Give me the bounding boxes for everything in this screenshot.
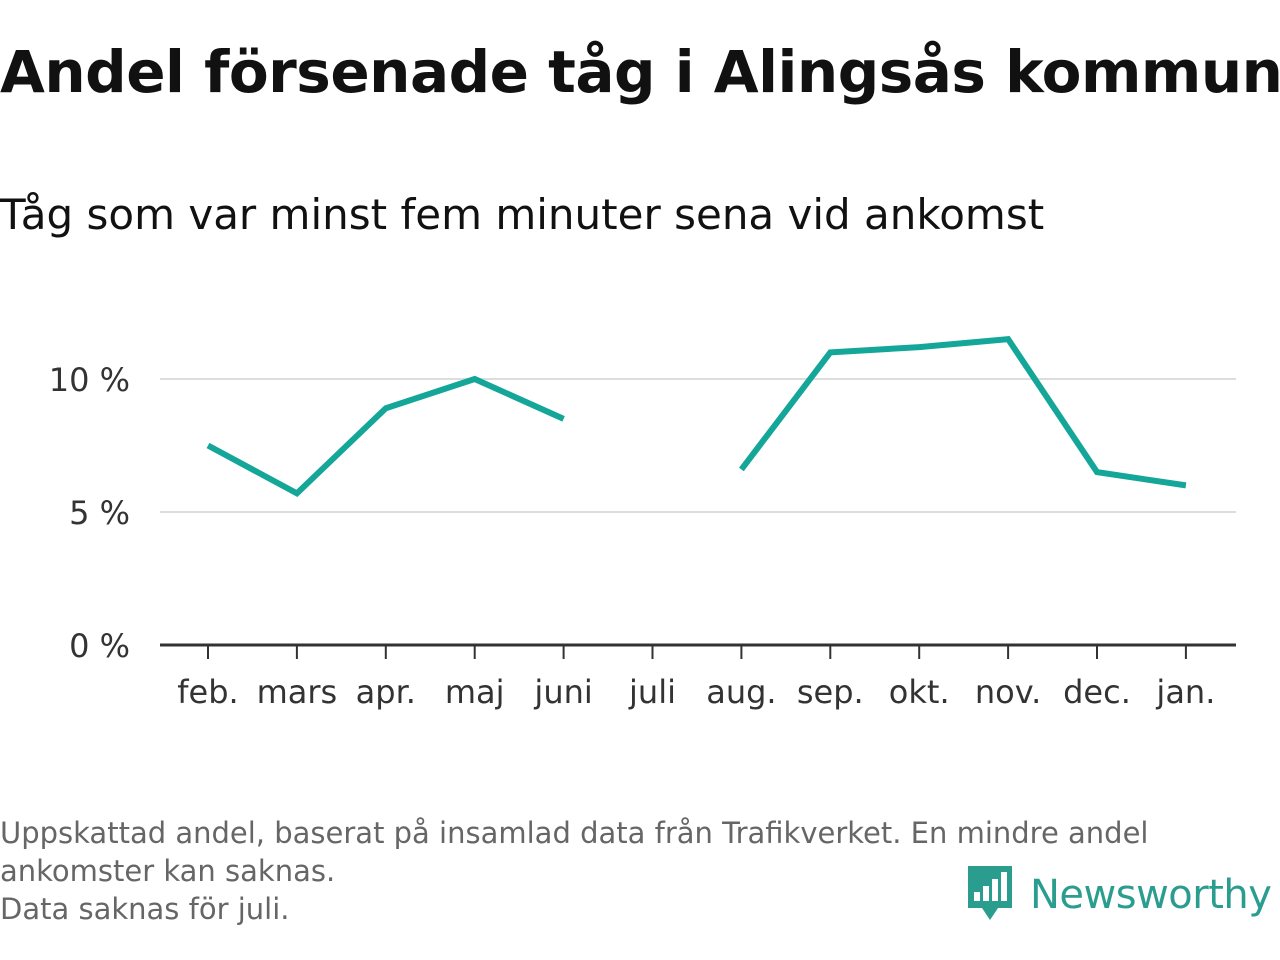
line-chart: 0 % 5 % 10 % feb. mars apr. maj juni juli aug. sep… [49, 335, 1236, 711]
brand-name: Newsworthy [1030, 872, 1272, 918]
x-tick-label: juli [628, 673, 676, 711]
x-tick-label: juni [533, 673, 592, 711]
newsworthy-logo-icon [964, 862, 1016, 928]
y-tick-label: 5 % [69, 494, 130, 532]
footnote-line: ankomster kan saknas. [0, 854, 336, 888]
x-tick-label: maj [445, 673, 505, 711]
x-tick-label: aug. [706, 673, 776, 711]
series-line [206, 375, 565, 498]
brand: Newsworthy [964, 862, 1272, 928]
chart-title: Andel försenade tåg i Alingsås kommun [0, 38, 1280, 106]
x-tick-label: mars [257, 673, 338, 711]
x-tick-label: apr. [356, 673, 416, 711]
footnote-line: Data saknas för juli. [0, 892, 290, 926]
x-tick-label: nov. [975, 673, 1041, 711]
x-tick-label: feb. [177, 673, 238, 711]
footnote-line: Uppskattad andel, baserat på insamlad da… [0, 816, 1149, 850]
series-line [739, 335, 1187, 489]
x-tick-label: dec. [1063, 673, 1131, 711]
x-tick-label: jan. [1155, 673, 1215, 711]
x-tick-label: okt. [889, 673, 950, 711]
chart-subtitle: Tåg som var minst fem minuter sena vid a… [0, 190, 1045, 239]
footnote: Uppskattad andel, baserat på insamlad da… [0, 814, 1270, 928]
y-tick-label: 0 % [69, 627, 130, 665]
x-tick-label: sep. [797, 673, 864, 711]
y-tick-label: 10 % [49, 361, 130, 399]
